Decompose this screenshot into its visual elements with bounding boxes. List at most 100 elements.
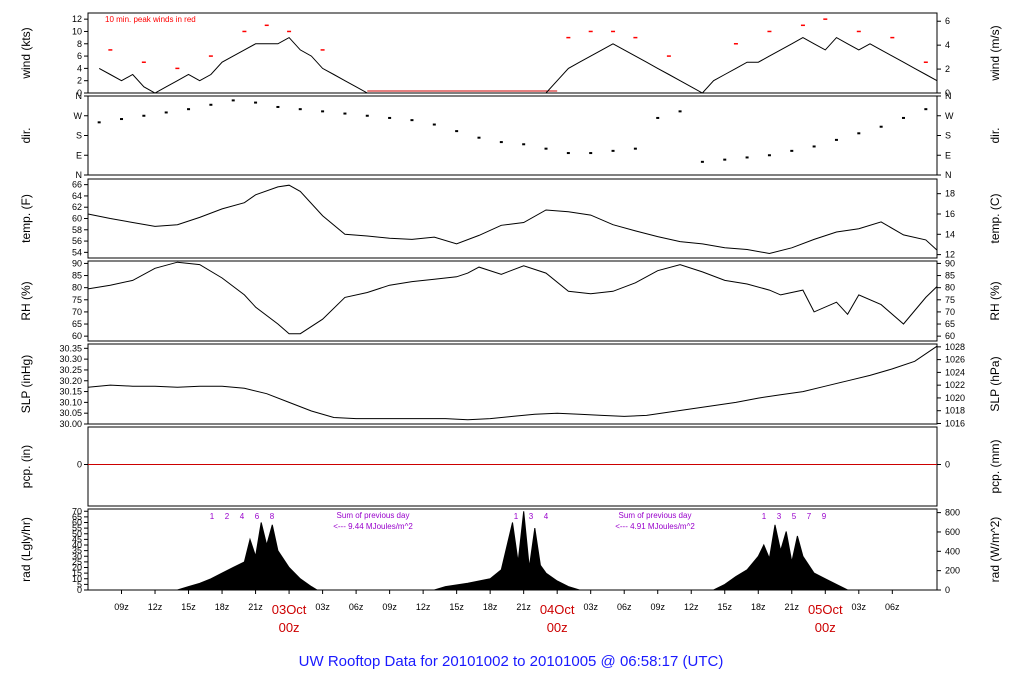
- rh-tick-label: 70: [72, 307, 82, 317]
- rh-series-line: [87, 261, 938, 335]
- time-tick-label: 09z: [114, 602, 129, 612]
- rad-note-line1: Sum of previous day: [337, 511, 410, 520]
- rad-tick-label: 5: [77, 579, 82, 589]
- dir-point: [857, 132, 861, 135]
- rad-hour-mark: 8: [270, 512, 275, 521]
- dir-point: [142, 114, 146, 117]
- dir-point: [388, 116, 392, 119]
- dir-point: [231, 99, 235, 102]
- rad-tick-label: 60: [72, 518, 82, 528]
- rh-tick-label: 90: [945, 258, 955, 268]
- temp-tick-label: 18: [945, 189, 955, 199]
- dir-tick-label: N: [945, 91, 952, 101]
- dir-point: [723, 158, 727, 161]
- time-tick-label: 12z: [416, 602, 431, 612]
- rad-ylabel-right: rad (W/m^2): [988, 517, 1002, 583]
- slp-tick-label: 1020: [945, 393, 965, 403]
- rad-tick-label: 20: [72, 563, 82, 573]
- time-tick-day-label: 05Oct: [808, 602, 843, 617]
- rad-hour-mark: 6: [255, 512, 260, 521]
- time-tick-label: 18z: [751, 602, 766, 612]
- slp-tick-label: 30.10: [59, 397, 82, 407]
- radiation-area: [434, 511, 580, 591]
- dir-tick-label: N: [945, 170, 952, 180]
- dir-point: [276, 105, 280, 108]
- dir-point: [343, 112, 347, 115]
- dir-tick-label: E: [945, 150, 951, 160]
- rh-tick-label: 80: [72, 283, 82, 293]
- time-tick-label: 21z: [785, 602, 800, 612]
- rad-hour-mark: 9: [822, 512, 827, 521]
- slp-panel-frame: [87, 343, 938, 425]
- time-tick-day-label: 04Oct: [540, 602, 575, 617]
- wind-tick-label: 6: [945, 16, 950, 26]
- wind-tick-label: 4: [945, 40, 950, 50]
- rad-tick-label: 0: [77, 585, 82, 595]
- slp-tick-label: 30.20: [59, 376, 82, 386]
- rad-note-line2: <--- 4.91 MJoules/m^2: [615, 522, 695, 531]
- dir-point: [298, 108, 302, 111]
- dir-point: [678, 110, 682, 113]
- pcp-tick-label: 0: [945, 460, 950, 470]
- rad-hour-mark: 2: [225, 512, 230, 521]
- rh-tick-label: 65: [945, 319, 955, 329]
- rad-tick-label: 400: [945, 546, 960, 556]
- dir-point: [790, 149, 794, 152]
- dir-ylabel-left: dir.: [19, 127, 33, 143]
- dir-tick-label: W: [74, 111, 83, 121]
- rad-tick-label: 25: [72, 557, 82, 567]
- dir-point: [321, 110, 325, 113]
- slp-tick-label: 1024: [945, 367, 965, 377]
- dir-point: [834, 138, 838, 141]
- slp-tick-label: 30.30: [59, 354, 82, 364]
- time-tick-label: 18z: [215, 602, 230, 612]
- time-tick-label: 06z: [885, 602, 900, 612]
- temp-tick-label: 54: [72, 247, 82, 257]
- time-tick-label: 09z: [650, 602, 665, 612]
- temp-tick-label: 14: [945, 229, 955, 239]
- dir-point: [924, 108, 928, 111]
- dir-point: [120, 118, 124, 121]
- wind-tick-label: 8: [77, 39, 82, 49]
- wind-tick-label: 0: [77, 88, 82, 98]
- pcp-panel-frame: [87, 426, 938, 507]
- footer-title: UW Rooftop Data for 20101002 to 20101005…: [299, 653, 724, 670]
- wind-tick-label: 4: [77, 63, 82, 73]
- slp-series-line: [87, 345, 938, 421]
- wind-ylabel-right: wind (m/s): [988, 25, 1002, 81]
- radiation-area: [713, 524, 848, 591]
- rad-ylabel-left: rad (Lgly/hr): [19, 517, 33, 582]
- time-tick-label: 09z: [382, 602, 397, 612]
- slp-tick-label: 1016: [945, 418, 965, 428]
- rh-tick-label: 65: [72, 319, 82, 329]
- wind-tick-label: 2: [945, 64, 950, 74]
- rad-tick-label: 55: [72, 523, 82, 533]
- wind-tick-label: 6: [77, 51, 82, 61]
- dir-point: [745, 156, 749, 159]
- rad-hour-mark: 4: [544, 512, 549, 521]
- time-tick-label: 03z: [852, 602, 867, 612]
- slp-tick-label: 1018: [945, 406, 965, 416]
- time-tick-label: 15z: [449, 602, 464, 612]
- dir-point: [455, 130, 459, 133]
- rh-ylabel-right: RH (%): [988, 281, 1002, 320]
- temp-ylabel-left: temp. (F): [19, 194, 33, 243]
- temp-tick-label: 62: [72, 202, 82, 212]
- rh-tick-label: 75: [945, 295, 955, 305]
- time-tick-label: 18z: [483, 602, 498, 612]
- slp-tick-label: 30.35: [59, 343, 82, 353]
- dir-tick-label: S: [76, 131, 82, 141]
- rad-tick-label: 10: [72, 574, 82, 584]
- rh-tick-label: 90: [72, 258, 82, 268]
- time-tick-label: 21z: [248, 602, 263, 612]
- rad-hour-mark: 1: [514, 512, 519, 521]
- dir-ylabel-right: dir.: [988, 127, 1002, 143]
- dir-point: [365, 114, 369, 117]
- time-tick-label: 03z: [315, 602, 330, 612]
- rh-panel-frame: [87, 260, 938, 342]
- dir-point: [767, 154, 771, 157]
- rh-tick-label: 70: [945, 307, 955, 317]
- dir-point: [97, 121, 101, 124]
